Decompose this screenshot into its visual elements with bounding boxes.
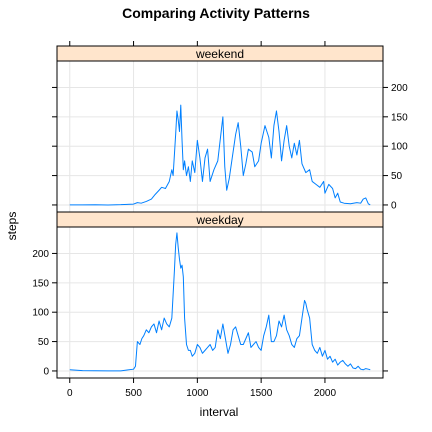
y-tick-label: 150 xyxy=(391,112,408,123)
y-axis-label: steps xyxy=(5,212,19,241)
panel-weekend: weekend 0 50 100 150 200 xyxy=(52,45,408,213)
x-tick-label: 1500 xyxy=(250,388,273,399)
x-tick-label: 2000 xyxy=(314,388,337,399)
series-line-weekend xyxy=(69,104,371,206)
strip-label-weekday: weekday xyxy=(195,213,243,227)
y-tick-label: 0 xyxy=(391,200,397,211)
y-tick-label: 50 xyxy=(391,171,403,182)
series-line-weekday xyxy=(69,232,371,372)
panel-border xyxy=(56,226,384,379)
strip-weekend xyxy=(56,45,384,62)
x-axis-label: interval xyxy=(200,405,239,419)
x-tick-label: 500 xyxy=(125,388,142,399)
y-tick-label: 100 xyxy=(391,142,408,153)
panel-border xyxy=(56,60,384,213)
strip-weekday xyxy=(56,211,384,228)
chart-title: Comparing Activity Patterns xyxy=(122,5,310,21)
y-tick-label: 50 xyxy=(38,337,50,348)
strip-label-weekend: weekend xyxy=(195,47,244,61)
y-tick-label: 150 xyxy=(32,278,49,289)
x-tick-label: 1000 xyxy=(186,388,209,399)
y-tick-label: 200 xyxy=(32,249,49,260)
y-tick-label: 100 xyxy=(32,308,49,319)
y-tick-label: 0 xyxy=(43,366,49,377)
panel-weekday: weekday 0 50 100 150 200 xyxy=(32,211,388,379)
x-tick-label: 0 xyxy=(67,388,73,399)
y-tick-label: 200 xyxy=(391,83,408,94)
